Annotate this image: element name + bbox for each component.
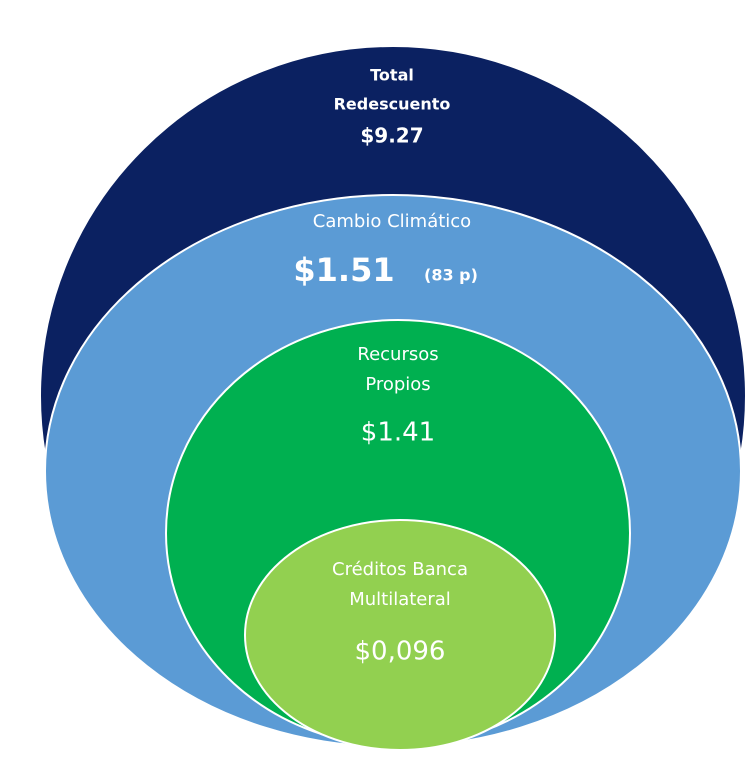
- node-label: Propios: [365, 374, 430, 395]
- node-label: Recursos: [357, 344, 438, 365]
- node-label: Cambio Climático: [313, 211, 471, 232]
- node-value: $9.27: [360, 124, 423, 148]
- node-value: $0,096: [355, 637, 446, 667]
- node-label: Multilateral: [349, 589, 451, 610]
- node-label: Créditos Banca: [332, 559, 468, 580]
- node-value: $1.51: [293, 251, 394, 289]
- node-value: $1.41: [361, 418, 435, 448]
- multilateral-circle: [244, 519, 556, 751]
- node-note: (83 p): [424, 266, 478, 285]
- node-label: Redescuento: [334, 95, 451, 114]
- node-label: Total: [370, 66, 414, 85]
